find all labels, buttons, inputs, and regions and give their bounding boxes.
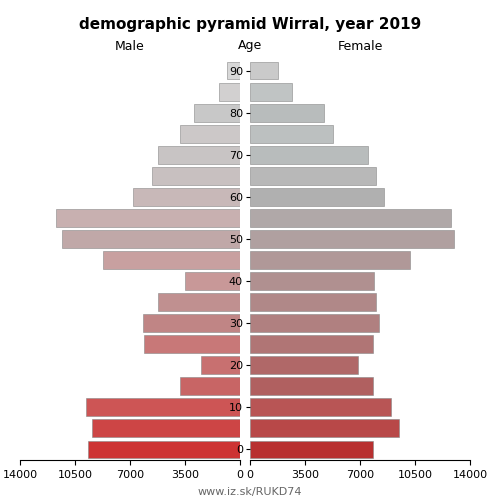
Bar	[88, 440, 240, 458]
Bar	[250, 398, 392, 416]
Bar	[219, 82, 240, 100]
Bar	[250, 272, 374, 290]
Text: www.iz.sk/RUKD74: www.iz.sk/RUKD74	[198, 488, 302, 498]
Bar	[133, 188, 240, 206]
Bar	[250, 124, 334, 142]
Bar	[250, 356, 358, 374]
Text: Female: Female	[338, 40, 382, 52]
Bar	[144, 336, 240, 353]
Bar	[250, 146, 368, 164]
Bar	[152, 167, 240, 184]
Bar	[200, 356, 240, 374]
Bar	[56, 209, 240, 227]
Bar	[250, 293, 376, 311]
Bar	[142, 314, 240, 332]
Bar	[250, 82, 292, 100]
Bar	[158, 146, 240, 164]
Bar	[227, 62, 240, 80]
Bar	[250, 251, 410, 269]
Bar	[250, 336, 372, 353]
Bar	[62, 230, 240, 248]
Bar	[158, 293, 240, 311]
Text: Age: Age	[238, 40, 262, 52]
Bar	[250, 230, 454, 248]
Bar	[250, 188, 384, 206]
Bar	[250, 440, 372, 458]
Bar	[250, 209, 451, 227]
Bar	[92, 420, 240, 438]
Bar	[250, 62, 278, 80]
Bar	[250, 420, 400, 438]
Bar	[250, 314, 379, 332]
Bar	[250, 104, 324, 122]
Bar	[86, 398, 240, 416]
Bar	[250, 167, 376, 184]
Bar	[180, 378, 240, 396]
Bar	[185, 272, 240, 290]
Text: demographic pyramid Wirral, year 2019: demographic pyramid Wirral, year 2019	[79, 18, 421, 32]
Text: Male: Male	[115, 40, 145, 52]
Bar	[180, 124, 240, 142]
Bar	[104, 251, 240, 269]
Bar	[250, 378, 372, 396]
Bar	[194, 104, 240, 122]
